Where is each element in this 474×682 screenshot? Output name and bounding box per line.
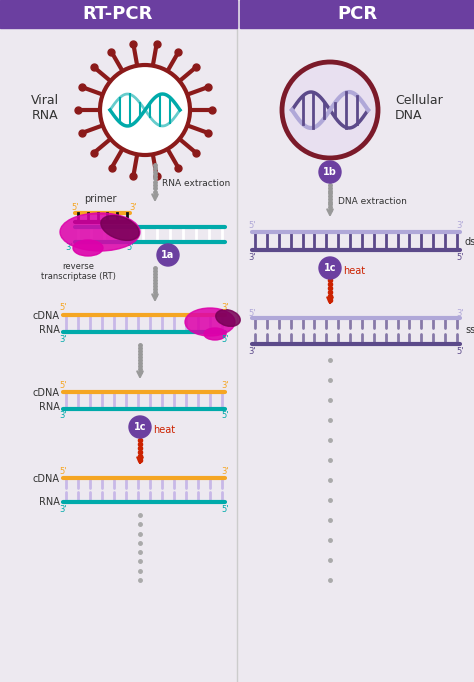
Text: RNA: RNA [39, 402, 60, 412]
Text: Cellular
DNA: Cellular DNA [395, 94, 443, 122]
Ellipse shape [73, 240, 103, 256]
Ellipse shape [185, 308, 235, 336]
Text: 5': 5' [126, 243, 134, 252]
Text: PCR: PCR [337, 5, 377, 23]
Circle shape [319, 257, 341, 279]
Text: RNA: RNA [39, 497, 60, 507]
Text: 5': 5' [221, 334, 229, 344]
Text: cDNA: cDNA [33, 311, 60, 321]
Text: 3': 3' [221, 466, 229, 475]
Text: reverse
transcriptase (RT): reverse transcriptase (RT) [41, 262, 116, 282]
Text: ssDNA: ssDNA [465, 325, 474, 335]
Text: Viral
RNA: Viral RNA [31, 94, 59, 122]
Text: 5': 5' [248, 222, 256, 231]
Circle shape [129, 416, 151, 438]
Text: heat: heat [153, 425, 175, 435]
Text: RNA extraction: RNA extraction [162, 179, 230, 188]
Text: 5': 5' [456, 348, 464, 357]
Text: 3': 3' [248, 348, 256, 357]
Text: primer: primer [84, 194, 116, 204]
Text: 5': 5' [71, 203, 79, 213]
Bar [0, 0, 237, 28]
Text: dsDNA: dsDNA [465, 237, 474, 247]
Ellipse shape [60, 213, 140, 251]
Text: 1c: 1c [134, 422, 146, 432]
Ellipse shape [101, 216, 139, 240]
Text: RNA: RNA [39, 325, 60, 335]
Text: RT-PCR: RT-PCR [83, 5, 153, 23]
Text: 3': 3' [65, 243, 73, 252]
Text: 5': 5' [456, 252, 464, 261]
Text: 3': 3' [59, 505, 67, 514]
Text: 3': 3' [248, 252, 256, 261]
Text: 5': 5' [59, 466, 67, 475]
Text: 5': 5' [248, 308, 256, 318]
Text: 5': 5' [59, 303, 67, 312]
Ellipse shape [204, 328, 226, 340]
Text: 3': 3' [59, 411, 67, 421]
Text: 5': 5' [59, 381, 67, 389]
Circle shape [157, 244, 179, 266]
Circle shape [282, 62, 378, 158]
Text: 3': 3' [456, 222, 464, 231]
Text: DNA extraction: DNA extraction [338, 198, 407, 207]
Bar [240, 0, 474, 28]
Text: 3': 3' [59, 334, 67, 344]
Text: cDNA: cDNA [33, 474, 60, 484]
Text: 3': 3' [456, 308, 464, 318]
Text: 3': 3' [129, 203, 137, 213]
Text: 3': 3' [221, 303, 229, 312]
Ellipse shape [216, 310, 240, 327]
Circle shape [319, 161, 341, 183]
Text: cDNA: cDNA [33, 388, 60, 398]
Text: 5': 5' [221, 505, 229, 514]
Text: 1b: 1b [323, 167, 337, 177]
Text: 5': 5' [221, 411, 229, 421]
Text: 1a: 1a [161, 250, 174, 260]
Text: heat: heat [343, 266, 365, 276]
Circle shape [100, 65, 190, 155]
Text: 3': 3' [221, 381, 229, 389]
Text: 1c: 1c [324, 263, 336, 273]
